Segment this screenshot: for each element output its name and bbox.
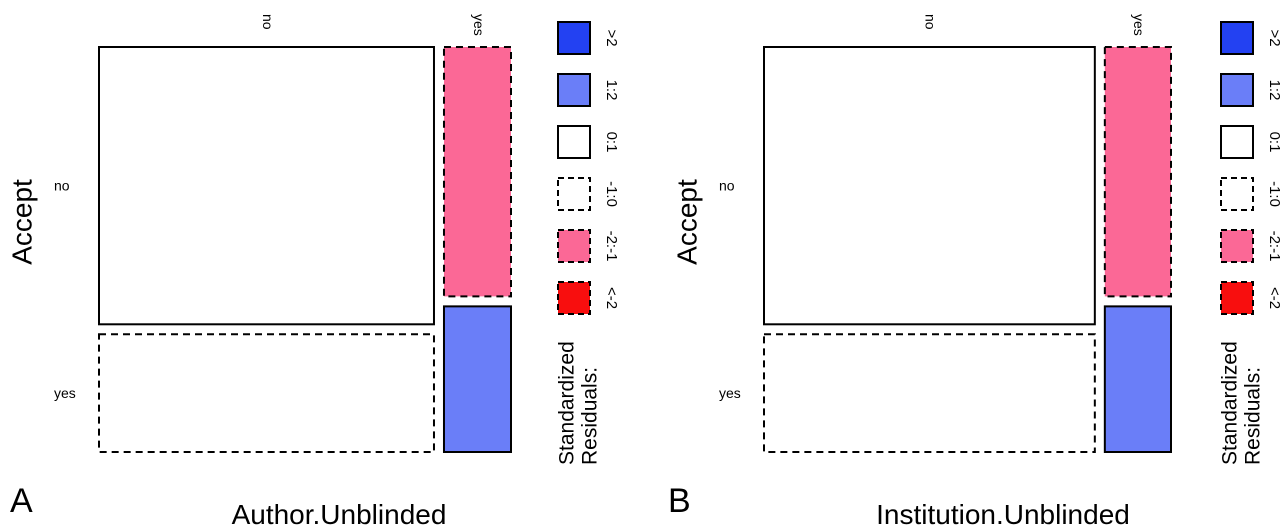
legend-label-2: <-2 bbox=[1266, 287, 1280, 309]
panel-letter: A bbox=[10, 482, 33, 520]
legend-label-1-0: -1:0 bbox=[1266, 181, 1280, 207]
legend-swatch-2 bbox=[1220, 21, 1254, 55]
legend-swatch-1-0 bbox=[1220, 177, 1254, 211]
x-category-label-yes: yes bbox=[471, 14, 487, 36]
mosaic-cell-no-no bbox=[98, 46, 435, 326]
legend-swatch-2 bbox=[1220, 281, 1254, 315]
legend-swatch-1-0 bbox=[557, 177, 591, 211]
legend-title-line-2: Residuals: bbox=[1242, 367, 1265, 465]
x-category-label-yes: yes bbox=[1131, 14, 1147, 36]
mosaic-cell-no-yes bbox=[98, 333, 435, 453]
mosaic-cell-yes-no bbox=[442, 46, 513, 298]
mosaic-panel-a: no yes no yes Accept A Author.Unblinded >2 1:2 0:… bbox=[6, 14, 620, 530]
legend-label-2: <-2 bbox=[603, 287, 620, 309]
legend-title-line-1: Standardized bbox=[1219, 341, 1242, 465]
legend-label-2-1: -2:-1 bbox=[603, 231, 620, 262]
legend-label-0-1: 0:1 bbox=[1266, 132, 1280, 153]
y-category-label-no: no bbox=[719, 178, 735, 194]
legend-swatch-2 bbox=[557, 21, 591, 55]
mosaic-cell-no-yes bbox=[763, 333, 1096, 453]
x-axis-title: Institution.Unblinded bbox=[876, 499, 1130, 530]
legend-swatch-0-1 bbox=[557, 125, 591, 159]
mosaic-cell-yes-yes bbox=[442, 305, 513, 453]
y-axis-title: Accept bbox=[6, 179, 37, 265]
legend-label-1-0: -1:0 bbox=[603, 181, 620, 207]
y-axis-title: Accept bbox=[671, 179, 702, 265]
legend-title-line-1: Standardized bbox=[556, 341, 579, 465]
legend-swatch-2-1 bbox=[557, 229, 591, 263]
x-axis-title: Author.Unblinded bbox=[232, 499, 447, 530]
legend-label-1-2: 1:2 bbox=[1266, 80, 1280, 101]
legend-swatch-1-2 bbox=[557, 73, 591, 107]
mosaic-cell-no-no bbox=[763, 46, 1096, 326]
legend-label-0-1: 0:1 bbox=[603, 132, 620, 153]
mosaic-cell-yes-no bbox=[1103, 46, 1172, 298]
y-category-label-yes: yes bbox=[719, 385, 741, 401]
mosaic-panel-b: no yes no yes Accept B Institution.Unblinded >2… bbox=[668, 14, 1280, 530]
y-category-label-no: no bbox=[54, 178, 70, 194]
legend-swatch-2 bbox=[557, 281, 591, 315]
legend-swatch-0-1 bbox=[1220, 125, 1254, 159]
legend-title-line-2: Residuals: bbox=[579, 367, 602, 465]
panel-letter: B bbox=[668, 482, 691, 520]
legend-label-2-1: -2:-1 bbox=[1266, 231, 1280, 262]
legend-label-2: >2 bbox=[603, 29, 620, 46]
legend-swatch-2-1 bbox=[1220, 229, 1254, 263]
legend-label-1-2: 1:2 bbox=[603, 80, 620, 101]
legend-label-2: >2 bbox=[1266, 29, 1280, 46]
y-category-label-yes: yes bbox=[54, 385, 76, 401]
x-category-label-no: no bbox=[260, 14, 276, 30]
mosaic-cell-yes-yes bbox=[1103, 305, 1172, 453]
x-category-label-no: no bbox=[923, 14, 939, 30]
legend-swatch-1-2 bbox=[1220, 73, 1254, 107]
